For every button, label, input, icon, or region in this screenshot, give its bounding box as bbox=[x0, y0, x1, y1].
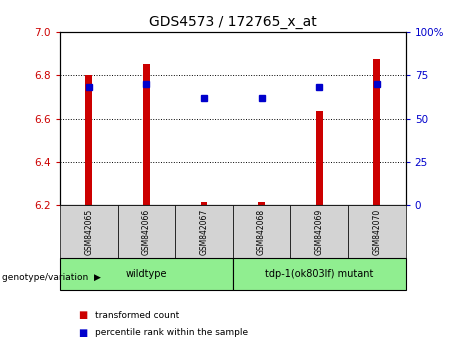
Title: GDS4573 / 172765_x_at: GDS4573 / 172765_x_at bbox=[149, 16, 317, 29]
FancyBboxPatch shape bbox=[233, 258, 406, 290]
FancyBboxPatch shape bbox=[233, 205, 290, 258]
Text: ■: ■ bbox=[78, 328, 88, 338]
Bar bbox=[258, 202, 265, 205]
Text: GSM842067: GSM842067 bbox=[200, 209, 208, 255]
Bar bbox=[373, 59, 380, 205]
Text: wildtype: wildtype bbox=[125, 269, 167, 279]
FancyBboxPatch shape bbox=[175, 205, 233, 258]
Text: tdp-1(ok803lf) mutant: tdp-1(ok803lf) mutant bbox=[265, 269, 373, 279]
FancyBboxPatch shape bbox=[348, 205, 406, 258]
Text: GSM842066: GSM842066 bbox=[142, 209, 151, 255]
Bar bbox=[316, 111, 323, 205]
FancyBboxPatch shape bbox=[60, 205, 118, 258]
FancyBboxPatch shape bbox=[118, 205, 175, 258]
Bar bbox=[201, 202, 207, 205]
Text: ■: ■ bbox=[78, 310, 88, 320]
Bar bbox=[85, 75, 92, 205]
Text: transformed count: transformed count bbox=[95, 310, 179, 320]
Bar bbox=[143, 64, 150, 205]
Text: GSM842069: GSM842069 bbox=[315, 209, 324, 255]
Text: genotype/variation  ▶: genotype/variation ▶ bbox=[2, 273, 101, 282]
FancyBboxPatch shape bbox=[60, 258, 233, 290]
Text: GSM842068: GSM842068 bbox=[257, 209, 266, 255]
Text: percentile rank within the sample: percentile rank within the sample bbox=[95, 328, 248, 337]
Text: GSM842070: GSM842070 bbox=[372, 209, 381, 255]
Text: GSM842065: GSM842065 bbox=[84, 209, 93, 255]
FancyBboxPatch shape bbox=[290, 205, 348, 258]
